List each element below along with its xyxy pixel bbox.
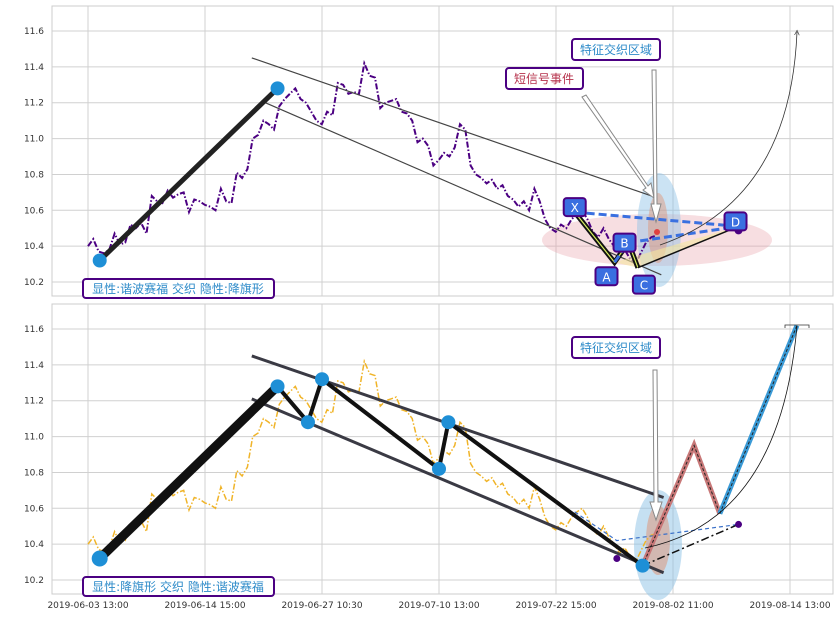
annotations: 特征交织区域 短信号事件 显性:谐波赛福 交织 隐性:降旗形 特征交织区域 显性… [82,38,661,597]
y-tick-label: 10.8 [24,170,44,180]
pivot-point [270,81,285,96]
x-tick-label: 2019-06-03 13:00 [47,601,128,611]
x-tick-label: 2019-06-27 10:30 [281,601,362,611]
y-tick-label: 10.8 [24,468,44,478]
pivot-point [92,253,107,268]
zone-label-box-bottom [571,336,661,359]
bottom-panel: 10.2 10.4 10.6 10.8 11.0 11.2 11.4 11.6 2019-06-… [24,303,834,611]
arrow-zone-top [650,69,662,224]
pivot-point [432,461,446,476]
y-tick-label: 11.6 [24,27,44,37]
harmonic-label-box-a [594,266,619,287]
price-series [87,358,657,564]
channel-upper [251,57,657,199]
x-tick-label: 2019-06-14 15:00 [164,601,245,611]
harmonic-xd-dashed [574,210,739,228]
y-tick-label: 10.6 [24,504,44,514]
legend-text-top: 显性:谐波赛福 交织 隐性:降旗形 [92,281,264,296]
y-tick-label: 11.2 [24,397,44,407]
pivot-point [635,558,650,573]
signal-label-box [505,67,584,90]
zone-label-bottom: 特征交织区域 [580,340,652,355]
pivot-point [91,550,108,567]
zone-label-top: 特征交织区域 [580,42,652,57]
highlight-ellipse-core [646,505,670,575]
channel-lower [260,100,662,276]
price-series [87,59,657,266]
plot-area [51,5,834,297]
highlight-ellipse-wide [542,214,772,266]
harmonic-dot [735,520,743,528]
harmonic-label-b: B [620,237,628,251]
impulse-leg [97,86,280,263]
pivot-point [270,379,285,394]
harmonic-cd-line [637,225,739,269]
y-tick-label: 11.0 [24,135,44,145]
pivot-point [315,372,329,387]
y-tick-label: 11.2 [24,99,44,109]
y-tick-label: 10.4 [24,242,44,252]
x-tick-label: 2019-08-14 13:00 [749,601,830,611]
harmonic-label-d: D [731,215,740,229]
projection-dashdot [642,523,739,567]
signal-dot [654,229,660,235]
harmonic-dot [613,555,621,563]
legend-box-bottom [82,576,275,597]
x-tick-label: 2019-07-10 13:00 [398,601,479,611]
harmonic-label-box-x [562,197,587,218]
target-bracket [784,324,810,328]
zone-label-box-top [571,38,661,61]
harmonic-label-box-b [612,232,637,253]
y-tick-label: 10.4 [24,540,44,550]
signal-label: 短信号事件 [514,72,574,86]
harmonic-label-a: A [602,270,611,284]
y-tick-label: 11.4 [24,361,44,371]
y-tick-label: 11.0 [24,433,44,443]
top-panel: 10.2 10.4 10.6 10.8 11.0 11.2 11.4 11.6 X A B C D [24,5,834,297]
curved-arrow-bottom [644,325,798,549]
x-tick-label: 2019-07-22 15:00 [515,601,596,611]
pivot-point [300,415,315,430]
x-tick-label: 2019-08-02 11:00 [632,601,713,611]
arrow-signal [581,94,655,200]
pivot-point [441,415,456,430]
legend-text-bottom: 显性:降旗形 交织 隐性:谐波赛福 [92,579,264,594]
projection-blue-dash [719,325,798,514]
y-tick-label: 10.6 [24,206,44,216]
channel-lower [251,397,665,575]
y-tick-label: 11.6 [24,325,44,335]
y-tick-label: 11.4 [24,63,44,73]
y-tick-label: 10.2 [24,576,44,586]
harmonic-label-box-d [723,211,748,232]
harmonic-label-x: X [571,201,579,215]
curved-arrow-top [659,32,797,246]
y-tick-label: 10.2 [24,278,44,288]
projection-red-dash [642,444,721,566]
harmonic-label-box-c [631,274,656,295]
harmonic-dashed [574,511,739,542]
legend-box-top [82,278,275,299]
arrow-zone-bottom [649,369,663,522]
harmonic-label-c: C [640,279,648,293]
harmonic-triangle-fill [614,226,739,268]
